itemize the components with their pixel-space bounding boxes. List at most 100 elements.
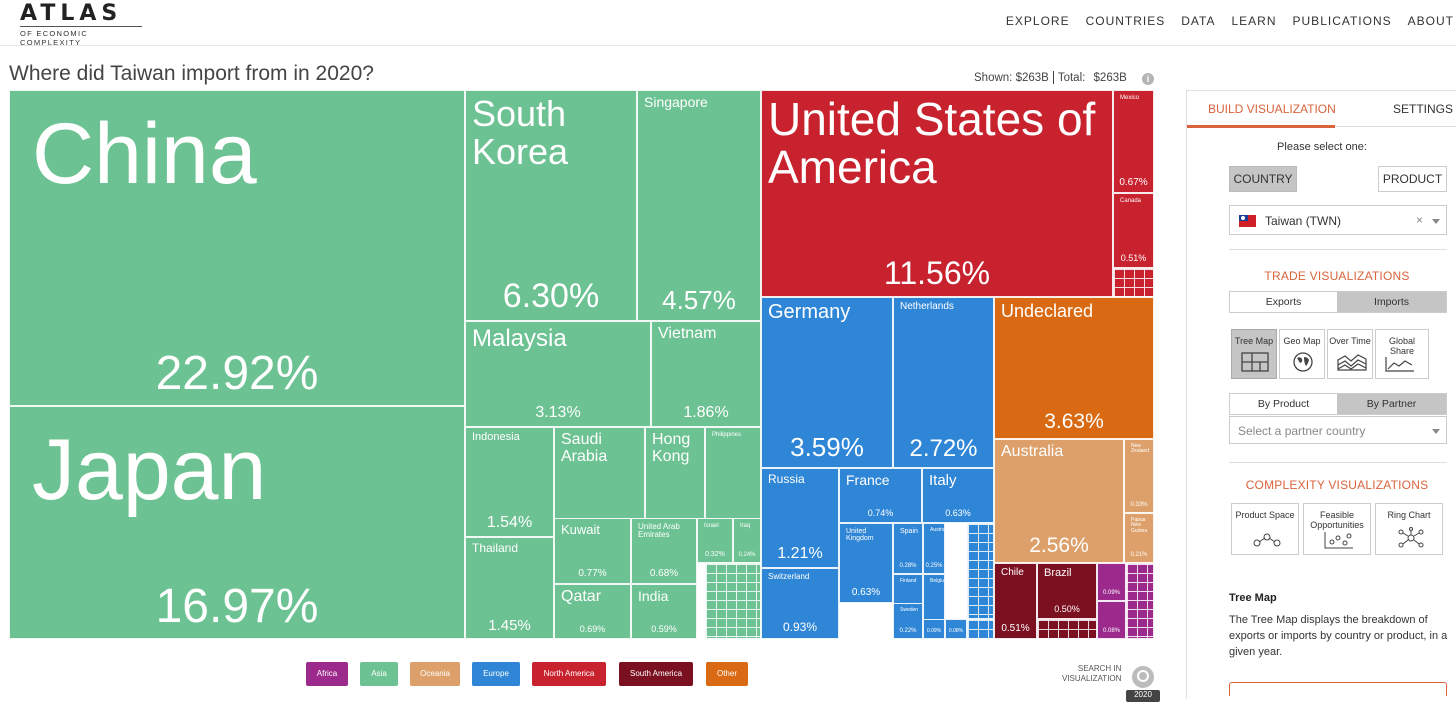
ring-icon	[1398, 527, 1424, 548]
treemap-cell-singapore[interactable]: Singapore 4.57%	[637, 90, 761, 321]
geo-map-button[interactable]: Geo Map	[1279, 329, 1325, 379]
legend-south-america[interactable]: South America	[619, 662, 693, 686]
treemap-cell-papua-new-guinea[interactable]: Papua New Guinea 0.21%	[1124, 513, 1154, 563]
product-space-button[interactable]: Product Space	[1231, 503, 1299, 555]
legend-asia[interactable]: Asia	[360, 662, 398, 686]
treemap-cell-india[interactable]: India 0.59%	[631, 584, 697, 639]
product-space-label: Product Space	[1235, 510, 1295, 520]
treemap-cell-unlabeled-33[interactable]: 0.08%	[945, 619, 967, 639]
treemap-cell-israel[interactable]: Israel 0.32%	[697, 518, 733, 563]
treemap-cell-united-states-of-america[interactable]: United States of America 11.56%	[761, 90, 1113, 297]
treemap-cell-minor-3[interactable]	[967, 619, 994, 639]
nav-data[interactable]: DATA	[1181, 14, 1216, 28]
treemap-cell-iraq[interactable]: Iraq 0.24%	[733, 518, 761, 563]
treemap-cell-minor-5[interactable]	[1126, 563, 1154, 639]
treemap-cell-sweden[interactable]: Sweden 0.22%	[893, 603, 923, 639]
cell-percentage: 22.92%	[155, 347, 319, 400]
treemap-cell-unlabeled-41[interactable]: 0.08%	[1097, 601, 1126, 639]
search-in-visualization[interactable]: SEARCH IN VISUALIZATION	[1062, 664, 1121, 684]
treemap-cell-switzerland[interactable]: Switzerland 0.93%	[761, 568, 839, 639]
cell-percentage: 2.72%	[909, 435, 978, 462]
legend-other[interactable]: Other	[706, 662, 748, 686]
cell-name: Malaysia	[472, 325, 567, 352]
atlas-logo[interactable]: ATLAS OF ECONOMIC COMPLEXITY	[20, 1, 144, 47]
treemap-cell-australia[interactable]: Australia 2.56%	[994, 439, 1124, 563]
treemap-cell-united-kingdom[interactable]: United Kingdom 0.63%	[839, 523, 893, 603]
cell-name: Vietnam	[658, 325, 717, 342]
treemap-cell-japan[interactable]: Japan 16.97%	[9, 406, 465, 639]
treemap-cell-vietnam[interactable]: Vietnam 1.86%	[651, 321, 761, 427]
legend-north-america[interactable]: North America	[532, 662, 606, 686]
product-button[interactable]: PRODUCT	[1378, 166, 1447, 192]
legend-africa[interactable]: Africa	[306, 662, 348, 686]
cell-percentage: 0.08%	[1102, 628, 1120, 634]
treemap-cell-undeclared[interactable]: Undeclared 3.63%	[994, 297, 1154, 439]
global-share-button[interactable]: Global Share	[1375, 329, 1429, 379]
treemap-cell-france[interactable]: France 0.74%	[839, 468, 922, 523]
treemap-cell-minor-2[interactable]	[967, 523, 994, 619]
imports-toggle[interactable]: Imports	[1337, 292, 1446, 312]
chevron-down-icon[interactable]	[1432, 219, 1440, 224]
legend-oceania[interactable]: Oceania	[410, 662, 460, 686]
treemap-cell-united-arab-emirates[interactable]: United Arab Emirates 0.68%	[631, 518, 697, 584]
cell-percentage: 0.51%	[1001, 623, 1030, 634]
treemap-cell-malaysia[interactable]: Malaysia 3.13%	[465, 321, 651, 427]
cell-percentage: 2.56%	[1029, 534, 1089, 557]
cell-name: New Zealand	[1131, 443, 1150, 455]
feasible-opportunities-button[interactable]: Feasible Opportunities	[1303, 503, 1371, 555]
tree-map-button[interactable]: Tree Map	[1231, 329, 1277, 379]
by-product-toggle[interactable]: By Product	[1257, 398, 1310, 410]
over-time-button[interactable]: Over Time	[1327, 329, 1373, 379]
by-partner-toggle[interactable]: By Partner	[1337, 394, 1446, 414]
treemap-cell-spain[interactable]: Spain 0.28%	[893, 523, 923, 574]
treemap-cell-minor-1[interactable]	[705, 563, 761, 639]
treemap-cell-mexico[interactable]: Mexico 0.67%	[1113, 90, 1154, 193]
panel-bottom-box	[1229, 682, 1447, 696]
treemap-cell-china[interactable]: China 22.92%	[9, 90, 465, 406]
treemap-cell-minor-4[interactable]	[1037, 619, 1097, 639]
treemap-cell-qatar[interactable]: Qatar 0.69%	[554, 584, 631, 639]
treemap-cell-germany[interactable]: Germany 3.59%	[761, 297, 893, 468]
treemap-cell-south-korea[interactable]: South Korea 6.30%	[465, 90, 637, 321]
clear-icon[interactable]: ×	[1416, 213, 1424, 227]
country-button[interactable]: COUNTRY	[1229, 166, 1297, 192]
chevron-down-icon	[1432, 429, 1440, 434]
partner-country-select[interactable]: Select a partner country	[1229, 416, 1447, 444]
network-icon	[1253, 533, 1281, 547]
treemap-cell-brazil[interactable]: Brazil 0.50%	[1037, 563, 1097, 619]
ring-chart-button[interactable]: Ring Chart	[1375, 503, 1443, 555]
exports-toggle[interactable]: Exports	[1265, 296, 1302, 308]
nav-explore[interactable]: EXPLORE	[1005, 14, 1070, 28]
info-icon[interactable]: i	[1142, 73, 1154, 85]
nav-publications[interactable]: PUBLICATIONS	[1292, 14, 1392, 28]
nav-learn[interactable]: LEARN	[1231, 14, 1277, 28]
tab-build-visualization[interactable]: BUILD VISUALIZATION	[1208, 102, 1336, 116]
treemap-cell-russia[interactable]: Russia 1.21%	[761, 468, 839, 568]
legend-europe[interactable]: Europe	[472, 662, 520, 686]
year-chip[interactable]: 2020	[1126, 690, 1160, 702]
search-icon[interactable]	[1132, 666, 1154, 688]
treemap-cell-minor-0[interactable]	[1113, 268, 1154, 297]
treemap-cell-kuwait[interactable]: Kuwait 0.77%	[554, 518, 631, 584]
treemap-cell-thailand[interactable]: Thailand 1.45%	[465, 537, 554, 639]
please-select-label: Please select one:	[1277, 141, 1367, 153]
global-share-label: Global Share	[1388, 336, 1415, 356]
treemap-cell-netherlands[interactable]: Netherlands 2.72%	[893, 297, 994, 468]
treemap-cell-unlabeled-32[interactable]: 0.09%	[923, 619, 945, 639]
treemap-cell-chile[interactable]: Chile 0.51%	[994, 563, 1037, 639]
treemap-cell-italy[interactable]: Italy 0.63%	[922, 468, 994, 523]
treemap-cell-indonesia[interactable]: Indonesia 1.54%	[465, 427, 554, 537]
country-select[interactable]: Taiwan (TWN) ×	[1229, 205, 1447, 235]
nav-about[interactable]: ABOUT	[1407, 14, 1454, 28]
cell-percentage: 3.13%	[535, 404, 581, 421]
treemap-cell-new-zealand[interactable]: New Zealand 0.33%	[1124, 439, 1154, 513]
ring-chart-label: Ring Chart	[1387, 510, 1431, 520]
nav-countries[interactable]: COUNTRIES	[1085, 14, 1166, 28]
treemap-cell-canada[interactable]: Canada 0.51%	[1113, 193, 1154, 268]
treemap-cell-unlabeled-40[interactable]: 0.09%	[1097, 563, 1126, 601]
cell-percentage: 0.77%	[578, 568, 607, 579]
tab-settings[interactable]: SETTINGS	[1393, 102, 1454, 116]
logo-wordmark: ATLAS	[20, 1, 123, 26]
description-title: Tree Map	[1229, 592, 1277, 604]
treemap-cell-austria[interactable]: Austria 0.25%	[923, 523, 945, 574]
